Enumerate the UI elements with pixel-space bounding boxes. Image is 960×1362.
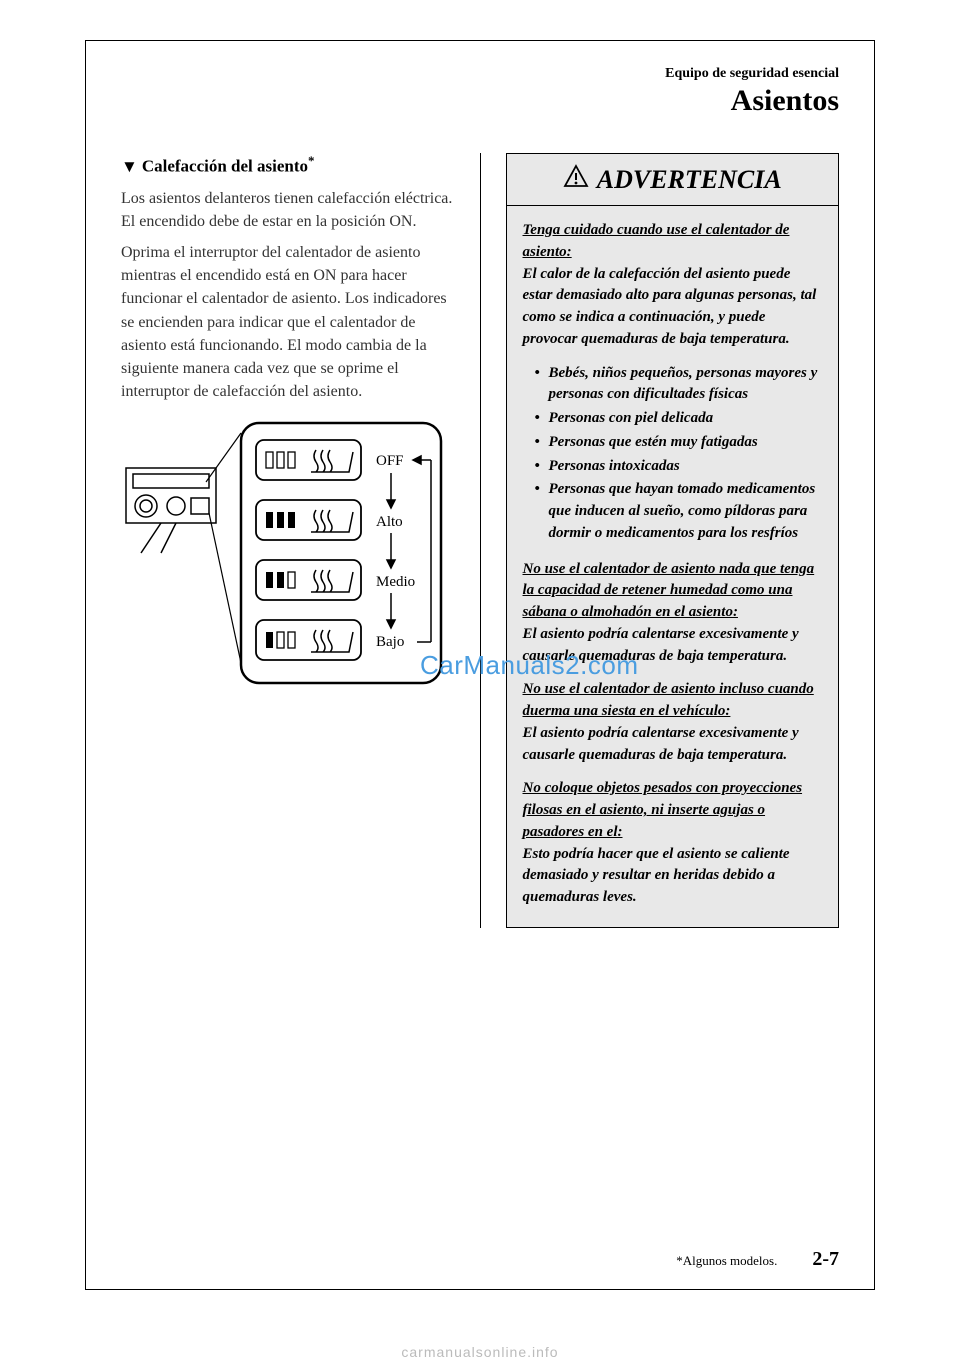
warning-bullet: Bebés, niños pequeños, personas mayores … [535, 363, 823, 407]
warning-block-3-title: No use el calentador de asiento incluso … [523, 681, 814, 719]
right-column: ADVERTENCIA Tenga cuidado cuando use el … [506, 153, 840, 928]
page-header: Equipo de seguridad esencial Asientos [121, 66, 839, 118]
watermark-bottom: carmanualsonline.info [0, 1344, 960, 1360]
chapter-title: Equipo de seguridad esencial [121, 66, 839, 82]
level-bajo-label: Bajo [376, 634, 404, 650]
warning-bullet: Personas que estén muy fatigadas [535, 432, 823, 454]
footnote: *Algunos modelos. [676, 1253, 777, 1269]
heading-marker: ▼ [121, 157, 138, 177]
warning-bullet: Personas con piel delicada [535, 408, 823, 430]
page-number: 2-7 [812, 1248, 839, 1271]
heading-text: Calefacción del asiento [142, 157, 308, 176]
warning-block-3-text: El asiento podría calentarse excesivamen… [523, 725, 799, 763]
warning-bullet: Personas que hayan tomado medicamentos q… [535, 479, 823, 544]
warning-block-1-title: Tenga cuidado cuando use el calentador d… [523, 222, 790, 260]
warning-block-1-text: El calor de la calefacción del asiento p… [523, 266, 817, 347]
warning-box: ADVERTENCIA Tenga cuidado cuando use el … [506, 153, 840, 928]
warning-bullet-list: Bebés, niños pequeños, personas mayores … [523, 363, 823, 545]
left-column: ▼Calefacción del asiento* Los asientos d… [121, 153, 455, 928]
level-off-label: OFF [376, 453, 404, 469]
warning-block-1: Tenga cuidado cuando use el calentador d… [523, 220, 823, 351]
warning-header: ADVERTENCIA [507, 154, 839, 206]
warning-block-4-title: No coloque objetos pesados con proyeccio… [523, 780, 803, 840]
seat-heater-heading: ▼Calefacción del asiento* [121, 153, 455, 177]
content-columns: ▼Calefacción del asiento* Los asientos d… [121, 153, 839, 928]
warning-block-2-title: No use el calentador de asiento nada que… [523, 561, 815, 621]
warning-block-4-text: Esto podría hacer que el asiento se cali… [523, 846, 790, 906]
column-divider [480, 153, 481, 928]
watermark-main: CarManuals2.com [420, 650, 638, 681]
warning-block-4: No coloque objetos pesados con proyeccio… [523, 778, 823, 909]
page-footer: *Algunos modelos. 2-7 [676, 1248, 839, 1271]
section-title: Asientos [121, 84, 839, 118]
warning-body: Tenga cuidado cuando use el calentador d… [507, 206, 839, 927]
heading-asterisk: * [308, 153, 315, 168]
warning-label: ADVERTENCIA [597, 165, 782, 195]
warning-bullet: Personas intoxicadas [535, 456, 823, 478]
seat-heater-diagram: OFF Alto Medio Bajo [121, 418, 451, 698]
warning-block-3: No use el calentador de asiento incluso … [523, 679, 823, 766]
intro-paragraph-1: Los asientos delanteros tienen calefacci… [121, 187, 455, 233]
warning-icon [563, 164, 589, 195]
level-alto-label: Alto [376, 514, 403, 530]
level-medio-label: Medio [376, 574, 415, 590]
intro-paragraph-2: Oprima el interruptor del calentador de … [121, 241, 455, 403]
